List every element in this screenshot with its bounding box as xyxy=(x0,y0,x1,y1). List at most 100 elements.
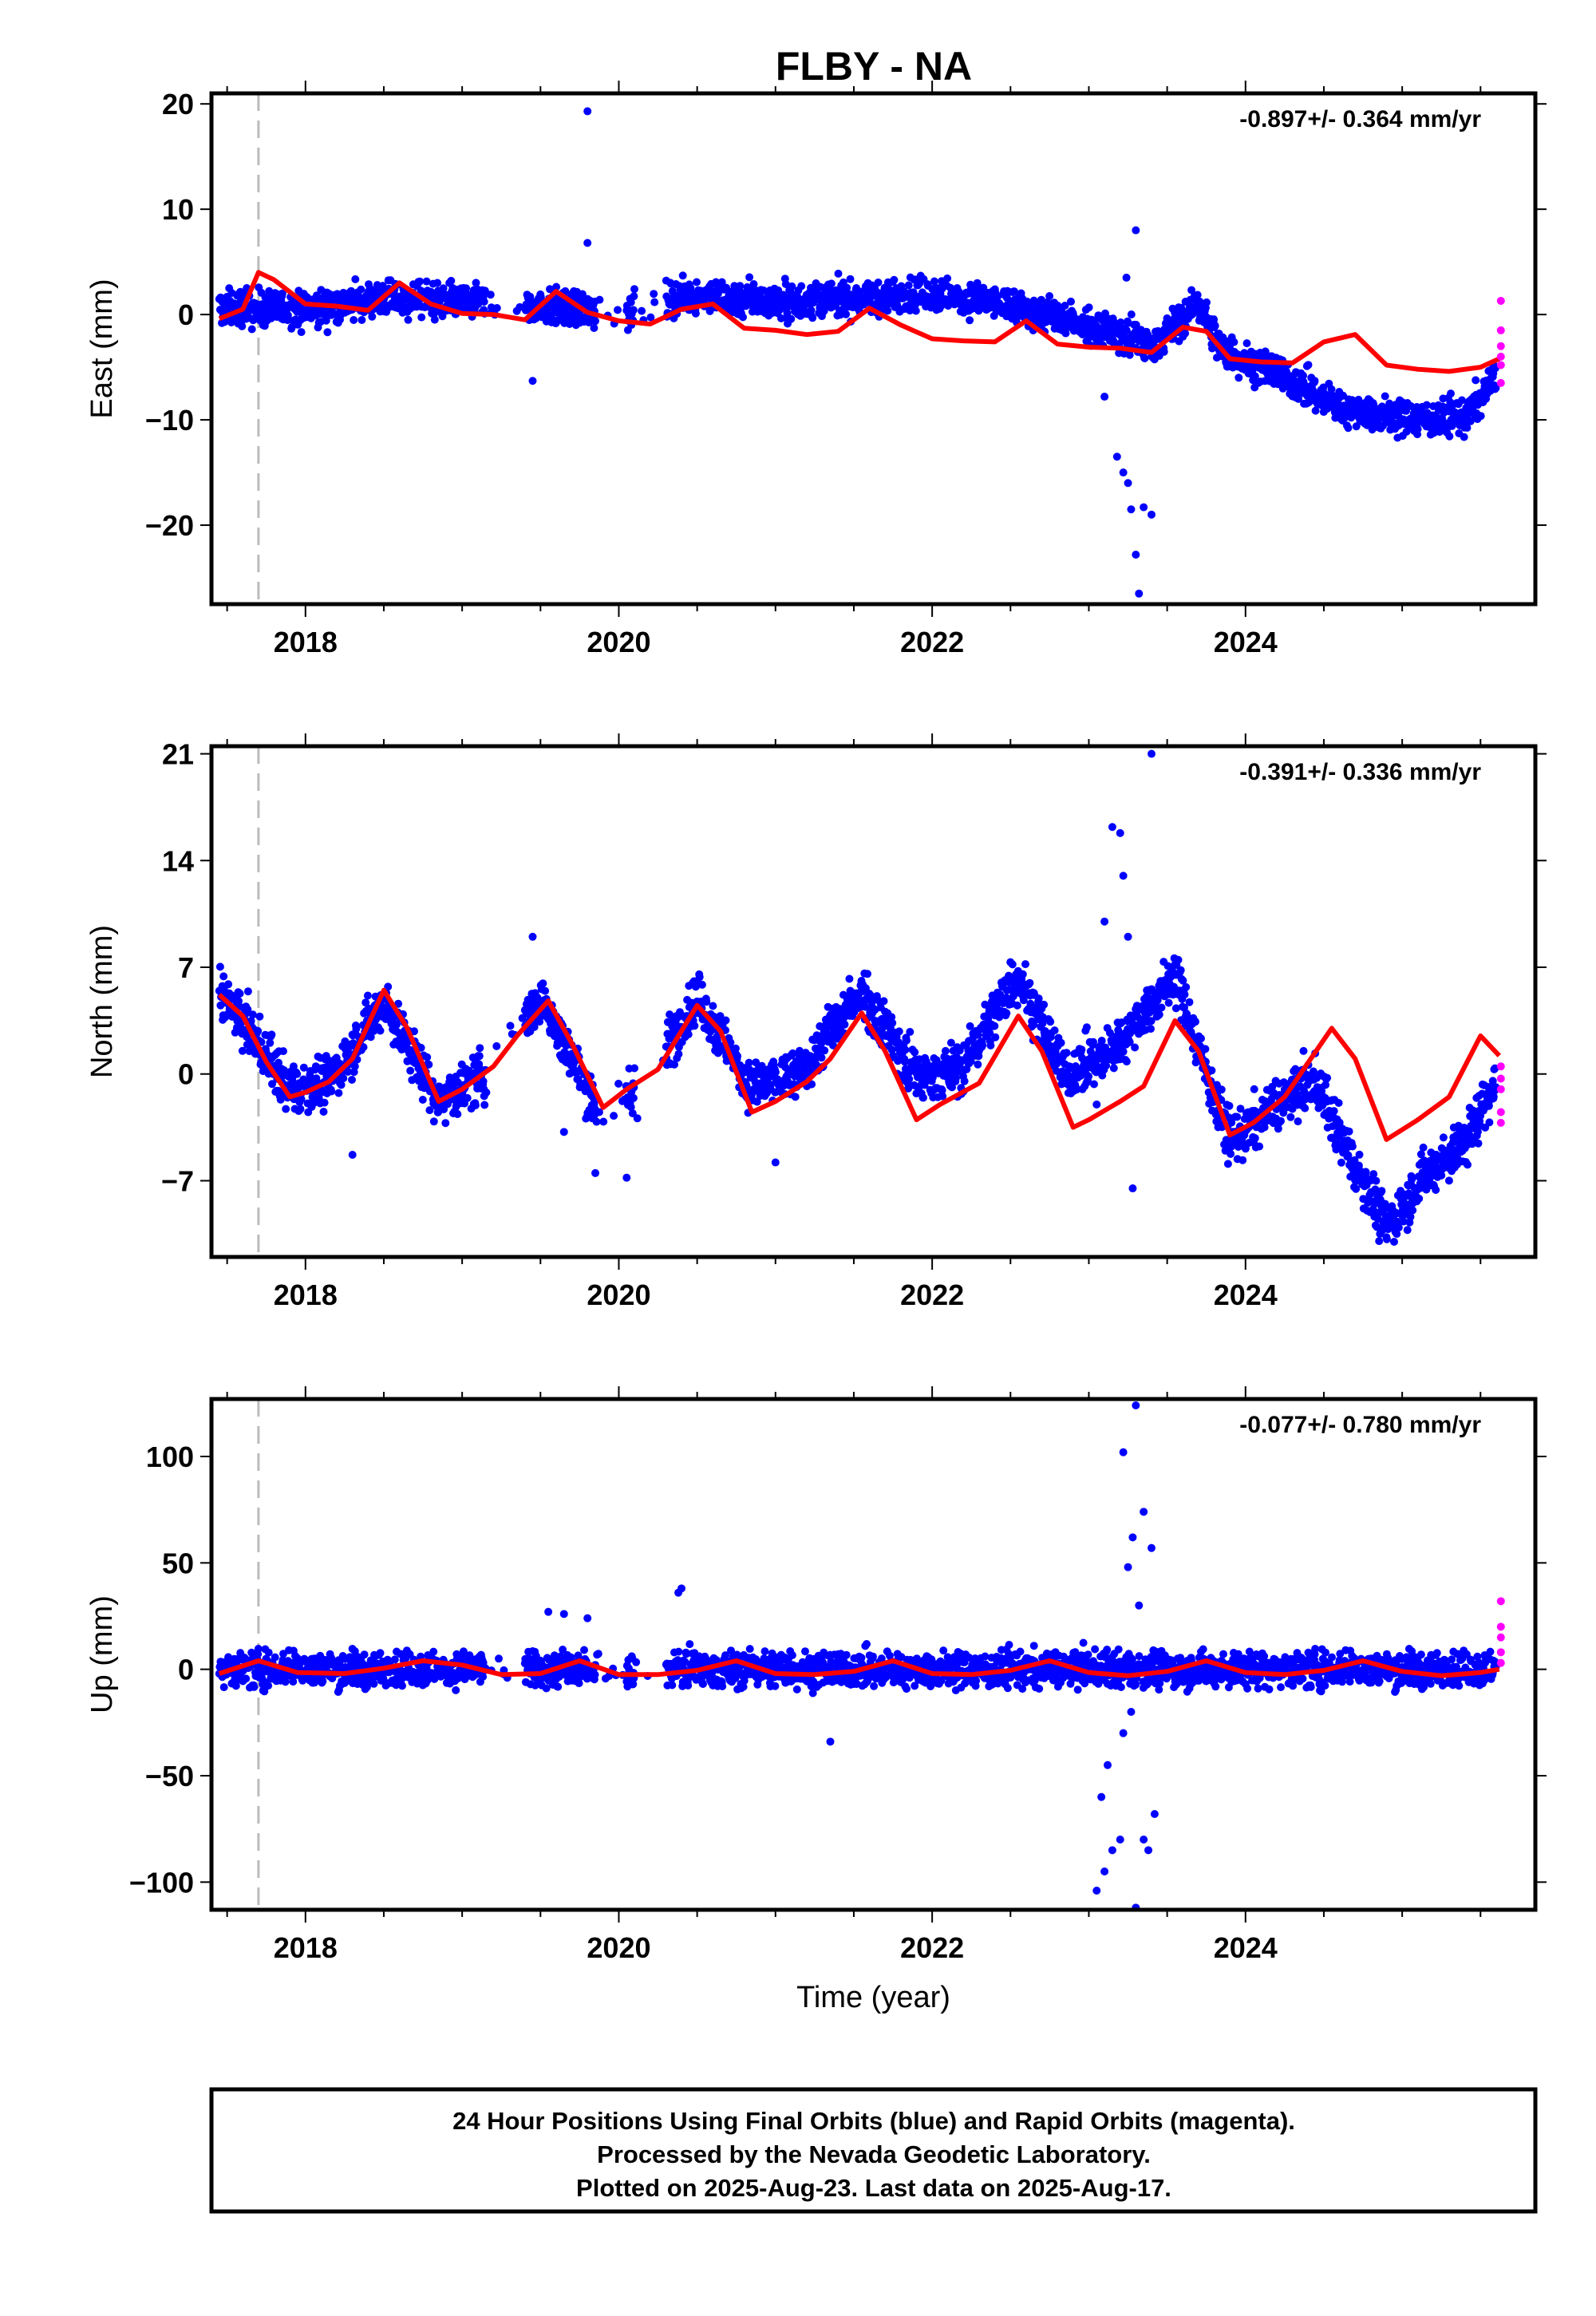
final-orbit-point xyxy=(966,1022,974,1030)
final-orbit-point xyxy=(1301,1104,1310,1113)
final-orbit-point xyxy=(1406,1212,1415,1221)
final-orbit-point xyxy=(1211,322,1219,330)
final-orbit-point xyxy=(1097,1037,1106,1045)
final-orbit-point xyxy=(1408,1175,1416,1184)
y-tick-label: 14 xyxy=(162,844,194,877)
final-orbit-point xyxy=(1311,406,1320,415)
final-orbit-point xyxy=(1355,1150,1364,1159)
final-orbit-point xyxy=(874,279,883,287)
final-orbit-point xyxy=(954,1067,962,1076)
final-orbit-point xyxy=(248,1010,257,1019)
final-orbit-outlier xyxy=(1127,505,1136,514)
rapid-orbit-point xyxy=(1496,326,1505,334)
final-orbit-point xyxy=(995,1013,1004,1022)
final-orbit-point xyxy=(670,1060,678,1069)
final-orbit-point xyxy=(1013,1001,1021,1010)
final-orbit-outlier xyxy=(528,377,537,385)
y-tick-label: 7 xyxy=(178,951,194,984)
final-orbit-outlier xyxy=(1132,550,1140,559)
final-orbit-point xyxy=(530,1022,539,1031)
y-tick-label: −20 xyxy=(145,509,194,542)
final-orbit-point xyxy=(628,1109,637,1117)
final-orbit-point xyxy=(630,285,638,294)
final-orbit-point xyxy=(1084,303,1093,312)
rapid-orbit-point xyxy=(1496,342,1505,350)
final-orbit-point xyxy=(946,1038,955,1047)
final-orbit-point xyxy=(1105,1029,1114,1037)
final-orbit-point xyxy=(1034,994,1043,1003)
final-orbit-point xyxy=(706,1027,715,1036)
final-orbit-point xyxy=(590,1097,598,1106)
final-orbit-point xyxy=(1038,1019,1047,1028)
final-orbit-point xyxy=(1279,1109,1288,1117)
final-orbit-point xyxy=(1019,996,1028,1005)
final-orbit-outlier xyxy=(1147,749,1156,758)
final-orbit-point xyxy=(334,1089,343,1097)
final-orbit-point xyxy=(351,275,360,283)
final-orbit-point xyxy=(1127,310,1136,318)
final-orbit-point xyxy=(417,313,426,322)
final-orbit-outlier xyxy=(1100,393,1109,401)
final-orbit-point xyxy=(986,1029,994,1037)
final-orbit-point xyxy=(268,1080,276,1089)
final-orbit-point xyxy=(406,1066,415,1075)
final-orbit-point xyxy=(911,306,920,315)
final-orbit-point xyxy=(690,1022,699,1030)
rapid-orbit-point xyxy=(1496,1074,1505,1083)
final-orbit-point xyxy=(1073,1085,1081,1093)
final-orbit-point xyxy=(462,284,471,293)
final-orbit-point xyxy=(1181,329,1190,338)
final-orbit-point xyxy=(1191,1018,1199,1026)
final-orbit-point xyxy=(771,1068,780,1077)
final-orbit-point xyxy=(820,306,828,315)
final-orbit-point xyxy=(1179,976,1187,985)
final-orbit-point xyxy=(480,287,489,295)
final-orbit-point xyxy=(224,980,233,989)
rapid-orbit-point xyxy=(1496,1062,1505,1071)
x-tick-label: 2020 xyxy=(587,626,650,658)
final-orbit-point xyxy=(1464,1160,1472,1169)
final-orbit-point xyxy=(1147,1025,1155,1034)
y-tick-label: −10 xyxy=(145,404,194,437)
final-orbit-outlier xyxy=(591,1168,600,1177)
final-orbit-point xyxy=(1472,376,1480,385)
y-tick-label: 21 xyxy=(162,738,194,771)
final-orbit-point xyxy=(879,997,888,1006)
final-orbit-point xyxy=(697,980,706,989)
final-orbit-point xyxy=(951,1074,960,1083)
final-orbit-point xyxy=(1250,372,1259,381)
final-orbit-point xyxy=(283,311,292,319)
final-orbit-point xyxy=(1432,1186,1440,1194)
final-orbit-point xyxy=(1381,392,1389,401)
final-orbit-point xyxy=(546,285,554,294)
final-orbit-point xyxy=(1352,1184,1361,1193)
final-orbit-point xyxy=(693,278,701,287)
final-orbit-point xyxy=(423,1053,432,1061)
final-orbit-outlier xyxy=(1132,226,1140,235)
final-orbit-point xyxy=(1337,1158,1345,1167)
final-orbit-point xyxy=(1180,990,1189,999)
final-orbit-point xyxy=(903,1036,911,1045)
final-orbit-point xyxy=(561,287,570,295)
final-orbit-point xyxy=(429,1117,438,1126)
final-orbit-point xyxy=(430,315,439,324)
final-orbit-point xyxy=(255,1012,264,1021)
final-orbit-point xyxy=(1191,1058,1200,1067)
final-orbit-outlier xyxy=(771,1158,780,1167)
final-orbit-point xyxy=(978,1041,987,1049)
final-orbit-outlier xyxy=(559,1128,568,1136)
final-orbit-point xyxy=(1223,1160,1232,1168)
final-orbit-point xyxy=(1227,1149,1235,1158)
x-tick-label: 2022 xyxy=(900,626,964,658)
final-orbit-point xyxy=(842,310,851,318)
final-orbit-point xyxy=(904,1084,913,1093)
final-orbit-point xyxy=(1369,400,1378,409)
final-orbit-point xyxy=(350,316,358,324)
final-orbit-point xyxy=(1413,425,1422,433)
final-orbit-point xyxy=(1327,385,1336,393)
final-orbit-point xyxy=(279,1047,287,1056)
final-orbit-outlier xyxy=(1092,1100,1101,1109)
final-orbit-point xyxy=(1370,1199,1379,1208)
final-orbit-point xyxy=(1164,998,1173,1007)
final-orbit-point xyxy=(1377,1187,1386,1196)
